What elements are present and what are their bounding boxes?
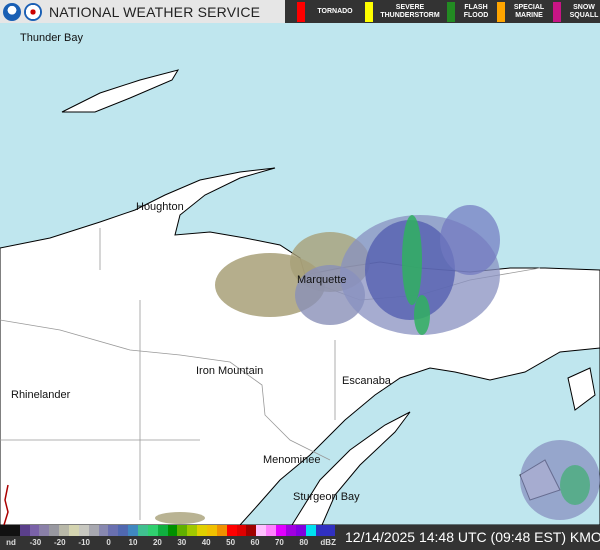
city-label: Houghton [136,201,184,213]
scale-tick: 40 [201,538,211,547]
site-title: NATIONAL WEATHER SERVICE [49,3,261,20]
scale-tick: 60 [250,538,260,547]
scale-swatch [236,525,247,536]
warning-swatch [365,1,373,22]
scale-swatch [9,525,20,536]
scale-swatch [118,525,129,536]
isle-royale [61,69,180,113]
scale-swatch [167,525,178,536]
brand: NATIONAL WEATHER SERVICE [0,0,285,23]
range-ring [3,484,9,526]
city-label: Marquette [297,274,347,286]
scale-swatch [256,525,267,536]
scale-tick: 10 [128,538,138,547]
warning-label: SPECIAL MARINE [513,3,545,19]
city-label: Sturgeon Bay [293,491,360,503]
scale-tick: 0 [106,538,111,547]
scale-swatch [325,525,336,536]
warning-swatch [497,1,505,22]
timestamp: 12/14/2025 14:48 UTC (09:48 EST) KMOT [345,529,600,545]
scale-swatch [246,525,257,536]
scale-swatch [276,525,286,536]
radar-map[interactable]: Thunder Bay Houghton Marquette Iron Moun… [0,23,600,526]
warning-swatch [447,1,455,22]
scale-tick: 20 [152,538,162,547]
scale-swatch [147,525,158,536]
scale-swatch [177,525,188,536]
scale-tick: -30 [29,538,42,547]
scale-swatch [157,525,168,536]
warning-swatch [297,1,305,22]
warning-swatch [553,1,561,22]
nws-logo [24,2,42,21]
dbz-legend: nd -30 -20 -10 0 10 20 30 40 50 60 70 80 dBZ [0,525,336,550]
scale-tick: dBZ [320,538,336,547]
city-label: Escanaba [342,375,391,387]
footer-bar: nd -30 -20 -10 0 10 20 30 40 50 60 70 80 dBZ 12/14/20… [0,525,600,550]
scale-swatch [216,525,227,536]
scale-tick: nd [6,538,16,547]
city-label: Rhinelander [11,389,71,401]
warning-type: TORNADO [297,1,359,22]
warning-type: SNOW SQUALL [553,1,600,22]
scale-swatch [128,525,139,536]
warning-label: SNOW SQUALL [569,3,599,19]
scale-swatch [295,525,306,536]
scale-swatch [187,525,198,536]
scale-swatch [285,525,296,536]
scale-swatch [0,525,10,536]
scale-swatch [19,525,30,536]
warning-type: SPECIAL MARINE [497,1,547,22]
warning-label: SEVERE THUNDERSTORM [380,3,440,19]
warning-label: TORNADO [317,7,353,15]
scale-tick: 70 [274,538,284,547]
scale-swatch [78,525,89,536]
warning-type: FLASH FLOOD [447,1,491,22]
noaa-logo [3,2,21,21]
scale-swatch [39,525,50,536]
scale-swatch [98,525,109,536]
color-scale [0,525,336,536]
scale-swatch [197,525,208,536]
scale-swatch [108,525,119,536]
scale-swatch [138,525,148,536]
scale-swatch [88,525,99,536]
header: NATIONAL WEATHER SERVICE TORNADO SEVERE T… [0,0,600,23]
city-label: Thunder Bay [20,32,83,44]
city-label: Iron Mountain [196,365,264,377]
map-canvas [0,23,600,526]
scale-tick: 50 [226,538,236,547]
scale-tick: -10 [78,538,90,547]
scale-tick: 30 [177,538,187,547]
scale-swatch [305,525,316,536]
scale-swatch [266,525,277,536]
warning-label: FLASH FLOOD [463,3,489,19]
scale-ticks: nd -30 -20 -10 0 10 20 30 40 50 60 70 80 dBZ [0,536,336,550]
scale-tick: -20 [54,538,66,547]
warning-legend: TORNADO SEVERE THUNDERSTORM FLASH FLOOD SPE… [285,0,600,23]
scale-swatch [207,525,217,536]
scale-swatch [49,525,60,536]
scale-swatch [29,525,40,536]
radar-echoes [155,205,600,524]
scale-swatch [315,525,326,536]
scale-swatch [59,525,70,536]
scale-swatch [226,525,237,536]
scale-swatch [69,525,79,536]
warning-type: SEVERE THUNDERSTORM [365,1,441,22]
city-label: Menominee [263,454,321,466]
scale-tick: 80 [299,538,309,547]
door-peninsula [291,411,411,526]
